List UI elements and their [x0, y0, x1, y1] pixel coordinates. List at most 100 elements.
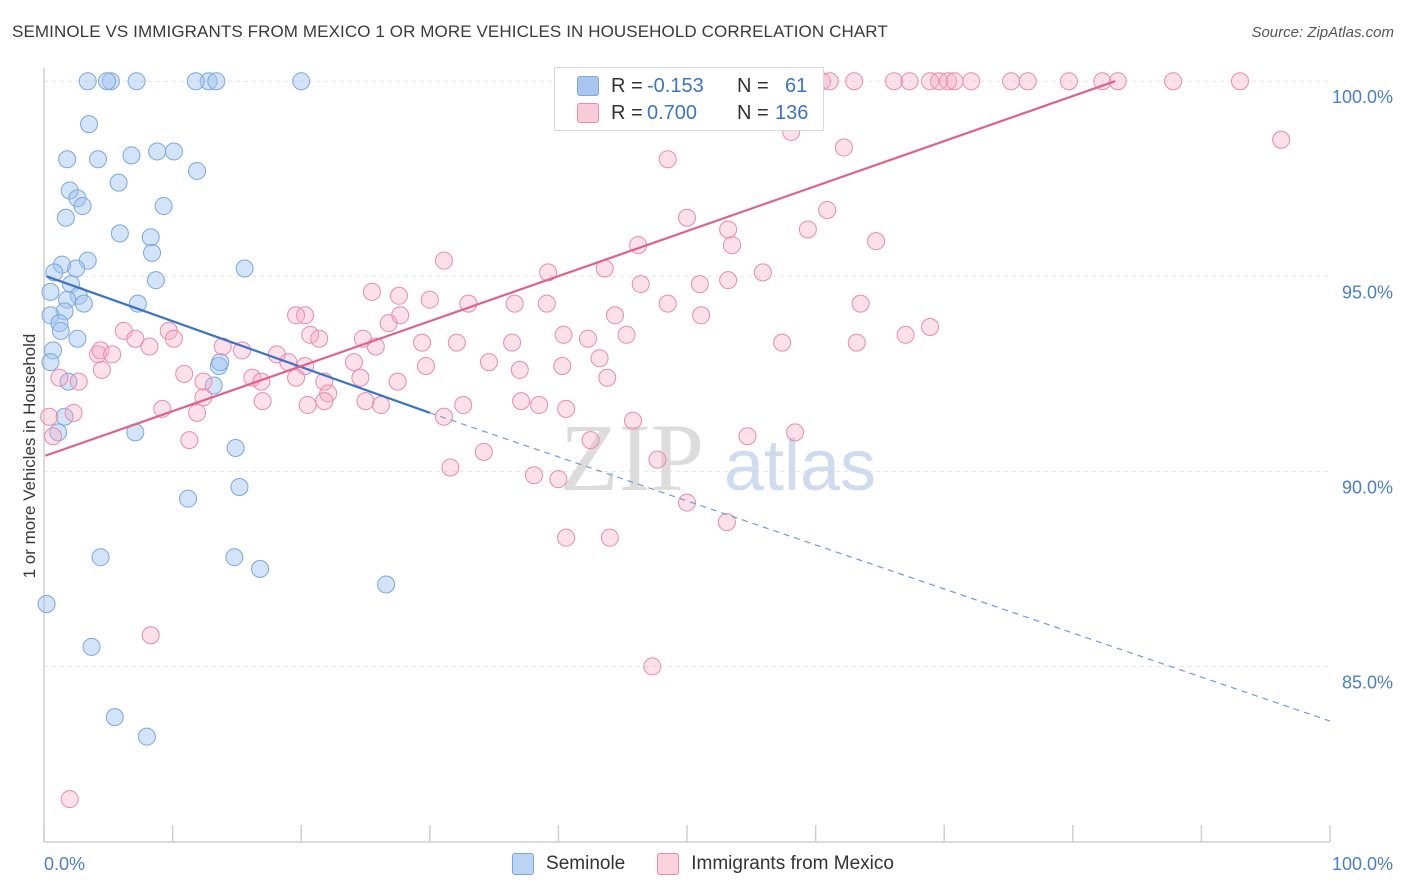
data-point: [180, 431, 199, 450]
data-point: [58, 150, 77, 169]
data-point: [658, 150, 677, 169]
data-point: [851, 294, 870, 313]
data-point: [505, 294, 524, 313]
data-point: [1093, 72, 1112, 91]
data-point: [1230, 72, 1249, 91]
data-point: [148, 142, 167, 161]
axes: [43, 68, 1331, 843]
data-point: [58, 290, 77, 309]
data-point: [530, 396, 549, 415]
trend-layer: [44, 80, 1331, 722]
legend-item-mexico[interactable]: Immigrants from Mexico: [657, 853, 894, 875]
legend-r-value: 0.700: [647, 101, 698, 124]
data-point: [690, 275, 709, 294]
series-mexico: [40, 72, 1291, 809]
data-point: [600, 528, 619, 547]
legend-swatch-mexico: [657, 853, 680, 875]
data-point: [631, 275, 650, 294]
data-point: [1002, 72, 1021, 91]
data-point: [252, 372, 271, 391]
data-point: [53, 255, 72, 274]
data-point: [154, 197, 173, 216]
data-point: [420, 290, 439, 309]
data-point: [64, 403, 83, 422]
data-point: [834, 138, 853, 157]
data-point: [719, 271, 738, 290]
data-point: [503, 333, 522, 352]
data-point: [41, 306, 60, 325]
data-point: [92, 360, 111, 379]
data-point: [1108, 72, 1127, 91]
data-point: [454, 396, 473, 415]
data-point: [188, 161, 207, 180]
data-point: [211, 353, 230, 372]
data-point: [164, 329, 183, 348]
data-point: [50, 368, 69, 387]
data-point: [301, 325, 320, 344]
data-point: [225, 548, 244, 567]
data-point: [143, 243, 162, 262]
correlation-legend: R = -0.153 N = 61 R = 0.700 N = 136: [554, 67, 824, 131]
data-point: [60, 181, 79, 200]
data-point: [233, 341, 252, 360]
data-point: [109, 173, 128, 192]
data-point: [122, 146, 141, 165]
data-point: [391, 306, 410, 325]
data-point: [253, 392, 272, 411]
data-point: [930, 72, 949, 91]
data-point: [226, 438, 245, 457]
legend-n-label: N =: [737, 74, 769, 97]
legend-r-label: R =: [611, 74, 643, 97]
data-point: [41, 353, 60, 372]
data-point: [287, 368, 306, 387]
data-point: [921, 72, 940, 91]
data-point: [434, 407, 453, 426]
data-point: [146, 271, 165, 290]
legend-n-label: N =: [737, 101, 769, 124]
data-point: [717, 513, 736, 532]
data-point: [127, 72, 146, 91]
data-point: [110, 224, 129, 243]
data-point: [1272, 130, 1291, 149]
data-point: [939, 72, 958, 91]
data-point: [1018, 72, 1037, 91]
data-point: [553, 357, 572, 376]
data-point: [524, 466, 543, 485]
legend-label-seminole: Seminole: [546, 853, 626, 874]
data-point: [230, 477, 249, 496]
data-point: [101, 72, 120, 91]
data-point: [73, 197, 92, 216]
legend-swatch-seminole: [512, 853, 535, 875]
data-point: [512, 392, 531, 411]
data-point: [207, 72, 226, 91]
legend-n-value: 136: [775, 101, 809, 124]
data-point: [44, 427, 63, 446]
data-point: [557, 399, 576, 418]
data-point: [962, 72, 981, 91]
data-point: [344, 353, 363, 372]
data-point: [68, 329, 87, 348]
data-point: [692, 306, 711, 325]
data-point: [678, 208, 696, 227]
data-point: [55, 407, 74, 426]
data-point: [78, 72, 97, 91]
legend-item-seminole[interactable]: Seminole: [512, 853, 625, 875]
data-point: [141, 228, 160, 247]
data-point: [186, 72, 205, 91]
data-point: [389, 286, 408, 305]
data-point: [60, 790, 79, 809]
legend-label-mexico: Immigrants from Mexico: [691, 853, 894, 874]
data-point: [204, 376, 223, 395]
data-point: [900, 72, 919, 91]
data-point: [605, 306, 624, 325]
y-tick-label: 90.0%: [1342, 477, 1393, 497]
data-point: [235, 259, 254, 278]
data-point: [786, 423, 805, 442]
data-point: [658, 294, 677, 313]
data-point: [91, 341, 110, 360]
data-point: [753, 263, 772, 282]
data-point: [773, 333, 792, 352]
data-point: [105, 708, 124, 727]
data-point: [537, 294, 556, 313]
